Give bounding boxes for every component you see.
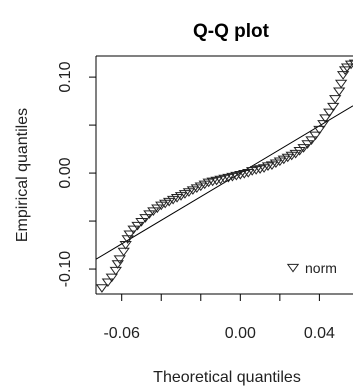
y-axis: -0.10 0.00 0.10 bbox=[57, 61, 96, 287]
data-point bbox=[336, 71, 350, 80]
data-point bbox=[117, 247, 130, 257]
data-point bbox=[143, 210, 156, 219]
x-tick-label: 0.04 bbox=[304, 325, 335, 342]
data-point bbox=[151, 204, 164, 214]
plot-area bbox=[95, 55, 353, 295]
data-point bbox=[332, 87, 346, 97]
data-point bbox=[327, 102, 340, 112]
data-point bbox=[313, 125, 326, 135]
data-point bbox=[297, 144, 310, 153]
data-point bbox=[119, 241, 132, 250]
data-point bbox=[309, 131, 322, 141]
data-point bbox=[96, 284, 109, 293]
data-point bbox=[105, 273, 118, 283]
data-point bbox=[111, 260, 124, 269]
data-point bbox=[317, 120, 330, 129]
data-point bbox=[289, 149, 302, 159]
data-point bbox=[323, 108, 336, 118]
x-axis-title: Theoretical quantiles bbox=[153, 369, 301, 386]
data-point bbox=[131, 221, 144, 231]
x-tick-label: -0.06 bbox=[103, 325, 140, 342]
y-tick-label: 0.10 bbox=[57, 61, 74, 92]
data-point bbox=[293, 146, 306, 156]
legend-marker-triangle-down-icon bbox=[286, 263, 300, 273]
x-axis: -0.06 0.00 0.04 bbox=[103, 294, 335, 342]
data-point bbox=[139, 214, 152, 223]
data-point bbox=[301, 140, 314, 149]
points-group bbox=[96, 59, 353, 293]
data-point bbox=[334, 79, 348, 89]
data-point bbox=[109, 266, 122, 276]
data-point bbox=[101, 278, 115, 288]
data-point bbox=[127, 225, 140, 235]
data-point bbox=[113, 255, 126, 265]
data-point bbox=[348, 59, 353, 66]
legend: norm bbox=[286, 260, 337, 276]
y-tick-label: 0.00 bbox=[57, 157, 74, 188]
data-point bbox=[340, 63, 353, 73]
data-point bbox=[305, 136, 318, 146]
legend-label-norm: norm bbox=[305, 260, 337, 276]
y-tick-label: -0.10 bbox=[57, 251, 74, 288]
y-axis-title: Empirical quantiles bbox=[14, 108, 31, 242]
data-point bbox=[147, 207, 160, 217]
data-point bbox=[123, 230, 136, 240]
data-point bbox=[135, 217, 148, 227]
data-point bbox=[319, 114, 332, 123]
x-tick-label: 0.00 bbox=[225, 325, 256, 342]
data-point bbox=[329, 95, 342, 104]
chart-title: Q-Q plot bbox=[193, 21, 270, 42]
